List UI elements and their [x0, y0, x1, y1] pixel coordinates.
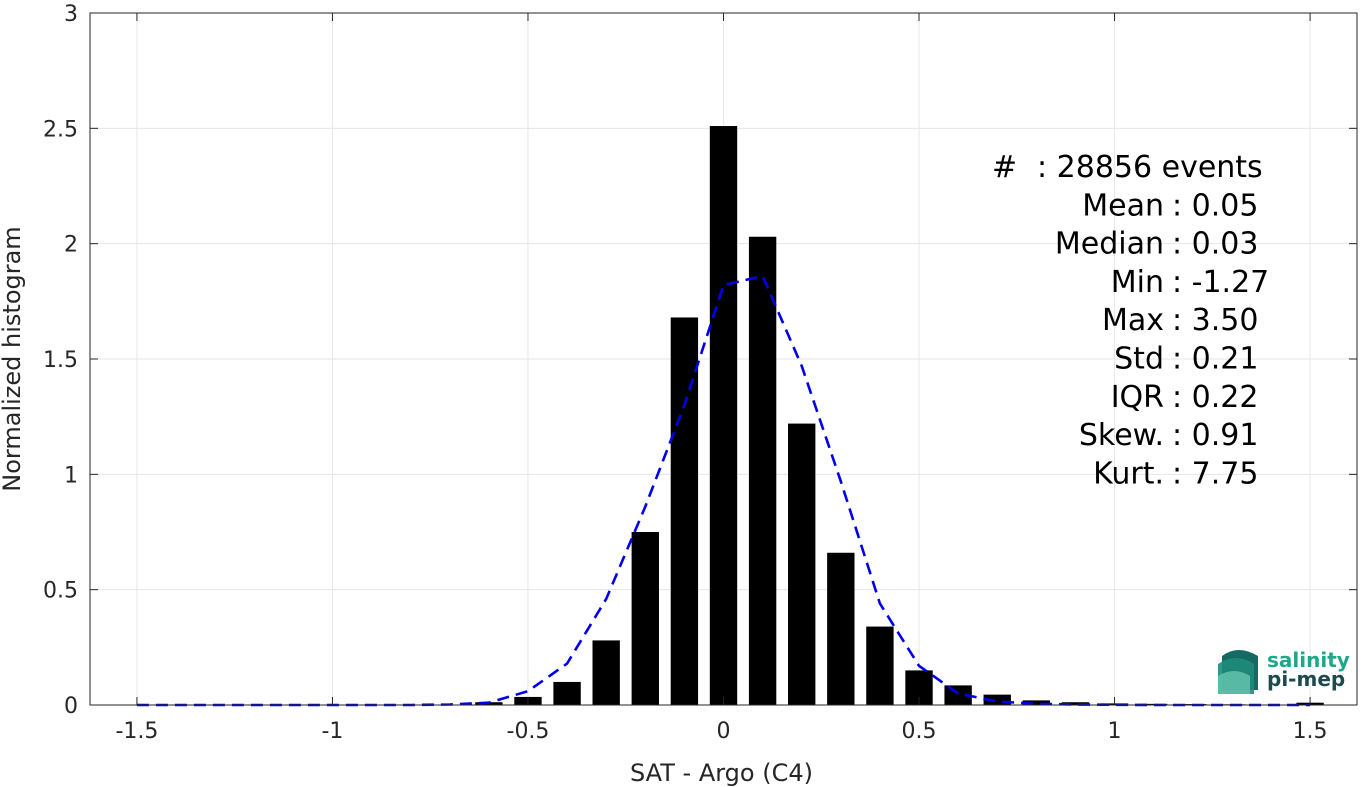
x-tick-label: 1 [1108, 719, 1122, 744]
x-axis-title: SAT - Argo (C4) [630, 759, 813, 787]
y-tick-label: 0.5 [43, 579, 78, 604]
stat-label: IQR [1111, 380, 1164, 415]
histogram-bar [592, 640, 620, 705]
x-axis-ticks: -1.5 -1 -0.5 0 0.5 1 1.5 [115, 13, 1328, 744]
stat-row: Mean: 0.05 [1082, 188, 1258, 223]
stat-label: Skew. [1079, 418, 1164, 453]
stat-label: Mean [1082, 188, 1164, 223]
stat-value: : 0.05 [1172, 188, 1258, 223]
x-tick-label: -1.5 [115, 719, 158, 744]
stat-row: Std: 0.21 [1114, 342, 1258, 377]
x-tick-label: 0.5 [902, 719, 937, 744]
stat-value: : 0.91 [1172, 418, 1258, 453]
stat-value: : 0.03 [1172, 227, 1258, 262]
y-axis-title: Normalized histogram [0, 226, 26, 491]
stat-row: Median: 0.03 [1055, 227, 1259, 262]
stat-label: # [992, 150, 1017, 185]
stat-value: : 7.75 [1172, 456, 1258, 491]
histogram-bar [553, 681, 581, 705]
stat-value: : 0.22 [1172, 380, 1258, 415]
stat-value: : 3.50 [1172, 303, 1258, 338]
histogram-bar [827, 552, 855, 705]
x-tick-label: 0 [717, 719, 731, 744]
stat-row: Max: 3.50 [1102, 303, 1258, 338]
histogram-bar [944, 685, 972, 705]
stat-row: # : 28856 events [992, 150, 1263, 185]
stat-value: : 28856 events [1037, 150, 1263, 185]
stat-label: Min [1111, 265, 1164, 300]
stat-label: Kurt. [1093, 456, 1164, 491]
histogram-bar [788, 423, 816, 705]
y-tick-label: 0 [64, 694, 78, 719]
histogram-bar [1022, 700, 1051, 705]
x-tick-label: -1 [321, 719, 343, 744]
stat-label: Max [1102, 303, 1164, 338]
y-tick-label: 1.5 [43, 348, 78, 373]
logo-text-pi-mep: pi-mep [1267, 667, 1345, 691]
salinity-pi-mep-logo: salinity pi-mep [1218, 648, 1350, 694]
histogram-bar [709, 126, 738, 705]
histogram-bar [748, 236, 777, 705]
x-tick-label: 1.5 [1293, 719, 1328, 744]
histogram-bar [631, 532, 659, 705]
y-tick-label: 1 [64, 463, 78, 488]
x-tick-label: -0.5 [507, 719, 550, 744]
y-tick-label: 3 [64, 2, 78, 27]
stat-label: Std [1114, 342, 1164, 377]
histogram-bar [1061, 702, 1090, 705]
histogram-bar [983, 694, 1011, 705]
wave-logo-icon [1218, 650, 1258, 694]
y-tick-label: 2 [64, 233, 78, 258]
stat-row: Min: -1.27 [1111, 265, 1270, 300]
histogram-bars [436, 126, 1324, 705]
histogram-bar [670, 317, 699, 705]
stat-row: Kurt.: 7.75 [1093, 456, 1258, 491]
stat-row: Skew.: 0.91 [1079, 418, 1259, 453]
y-tick-label: 2.5 [43, 117, 78, 142]
stat-value: : 0.21 [1172, 342, 1258, 377]
stat-value: : -1.27 [1172, 265, 1269, 300]
stat-row: IQR: 0.22 [1111, 380, 1259, 415]
y-axis-ticks: 0 0.5 1 1.5 2 2.5 3 [43, 2, 1357, 719]
histogram-bar [1139, 703, 1168, 705]
logo-text-salinity: salinity [1267, 648, 1350, 672]
stat-label: Median [1055, 227, 1164, 262]
histogram-bar [866, 626, 894, 705]
